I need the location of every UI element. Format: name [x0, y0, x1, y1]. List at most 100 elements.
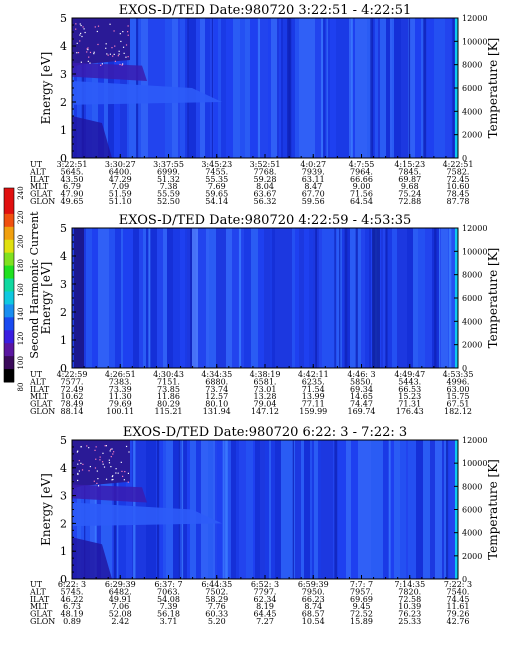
ephemeris-value: 52.50 — [157, 197, 180, 206]
colorbar-tick-label: 240 — [17, 186, 25, 199]
row-label: ILAT — [30, 385, 50, 394]
ephemeris-value: 147.12 — [251, 407, 279, 416]
y-right-tick-label: 0 — [462, 575, 467, 584]
ephemeris-value: 7.38 — [160, 182, 178, 191]
ephemeris-value: 47.90 — [61, 190, 84, 199]
ephemeris-value: 72.52 — [350, 610, 373, 619]
x-tick-label: 6:44:35 — [201, 580, 232, 589]
x-tick-label: 4:30:43 — [153, 370, 184, 379]
ephemeris-value: 72.88 — [398, 197, 421, 206]
ephemeris-value: 46.22 — [61, 595, 84, 604]
y-tick-label: 0 — [60, 362, 67, 375]
ephemeris-value: 52.08 — [109, 610, 132, 619]
ephemeris-value: 10.39 — [398, 602, 421, 611]
x-axis: 3:22:51 3:30:27 3:37:55 3:45:23 3:52:51 4:0:2… — [57, 154, 473, 169]
ephemeris-value: 182.12 — [444, 407, 472, 416]
ephemeris-value: 69.34 — [350, 385, 373, 394]
ephemeris-value: 7950. — [302, 587, 325, 596]
colorbar-tick-label: 180 — [17, 259, 25, 272]
y-right-tick-label: 8000 — [462, 61, 482, 70]
ephemeris-value: 69.87 — [398, 175, 421, 184]
y-axis-label: Energy [eV] — [39, 52, 53, 125]
y-right-tick-label: 2000 — [462, 341, 482, 350]
colorbar-swatch — [4, 239, 14, 254]
colorbar-swatch — [4, 369, 14, 383]
row-label: UT — [30, 160, 43, 169]
y-right-tick-label: 10000 — [462, 247, 487, 256]
spectrogram-image — [72, 440, 458, 579]
ephemeris-value: 5645. — [61, 167, 84, 176]
ephemeris-value: 5.20 — [208, 617, 226, 626]
x-tick-label: 4:42:11 — [298, 370, 329, 379]
ephemeris-value: 7957. — [350, 587, 373, 596]
x-tick-label: 3:30:27 — [105, 160, 136, 169]
ephemeris-value: 69.69 — [350, 595, 373, 604]
ephemeris-value: 11.86 — [157, 392, 180, 401]
spectrogram-image — [72, 18, 458, 158]
colorbar-tick-label: 120 — [17, 332, 25, 345]
colorbar-tick-label: 140 — [17, 308, 25, 321]
ephemeris-value: 13.28 — [254, 392, 277, 401]
y-tick-label: 0 — [60, 573, 67, 586]
colorbar: 80 100 120 140 160 180 200 220 240 Second Harmoni… — [3, 186, 41, 392]
ephemeris-value: 8.47 — [304, 182, 322, 191]
ephemeris-value: 76.23 — [398, 610, 421, 619]
x-tick-label: 6:52: 3 — [251, 580, 279, 589]
x-tick-label: 3:45:23 — [201, 160, 232, 169]
y-tick-label: 1 — [60, 334, 67, 347]
colorbar-tick-label: 80 — [17, 383, 25, 392]
ephemeris-value: 8.19 — [256, 602, 274, 611]
x-axis: 6:22: 3 6:29:39 6:37: 7 6:44:35 6:52: 3 6:59:… — [58, 575, 472, 589]
ephemeris-value: 11.61 — [447, 602, 470, 611]
colorbar-tick-label: 200 — [17, 235, 25, 248]
y-axis-left: 0 1 2 3 4 5 Energy [eV] — [39, 222, 76, 375]
x-tick-label: 4:22:59 — [57, 370, 88, 379]
ephemeris-value: 0.89 — [63, 617, 81, 626]
colorbar-swatch — [4, 278, 14, 292]
ephemeris-value: 79.69 — [109, 400, 132, 409]
y-tick-label: 4 — [60, 462, 67, 475]
colorbar-swatch — [4, 200, 14, 215]
ephemeris-value: 5745. — [61, 587, 84, 596]
row-label: ILAT — [30, 175, 50, 184]
ephemeris-value: 42.76 — [447, 617, 470, 626]
ephemeris-value: 74.47 — [350, 400, 373, 409]
y-right-tick-label: 2000 — [462, 131, 482, 140]
y-tick-label: 3 — [60, 490, 67, 503]
panel-1: EXOS-D/TED Date:980720 3:22:51 - 4:22:51… — [29, 3, 500, 206]
y-tick-label: 0 — [60, 152, 67, 165]
x-tick-label: 4:15:23 — [394, 160, 425, 169]
ephemeris-value: 169.74 — [348, 407, 376, 416]
ephemeris-value: 6400. — [109, 167, 132, 176]
ephemeris-value: 7964. — [350, 167, 373, 176]
spectrogram-image — [72, 228, 458, 368]
ephemeris-value: 73.85 — [157, 385, 180, 394]
ephemeris-value: 7939. — [302, 167, 325, 176]
ephemeris-value: 6482. — [109, 587, 132, 596]
ephemeris-value: 68.57 — [302, 610, 325, 619]
ephemeris-value: 7768. — [254, 167, 277, 176]
x-tick-label: 4:46: 3 — [347, 370, 375, 379]
ephemeris-value: 56.32 — [254, 197, 277, 206]
row-label: ALT — [29, 587, 46, 596]
y-right-tick-label: 0 — [462, 364, 467, 373]
x-tick-label: 4:7:55 — [349, 160, 375, 169]
colorbar-tick-label: 220 — [17, 211, 25, 224]
ephemeris-value: 73.01 — [254, 385, 277, 394]
colorbar-swatch — [4, 188, 14, 202]
y-right-tick-label: 8000 — [462, 271, 482, 280]
colorbar-swatch — [4, 252, 14, 267]
row-label: ALT — [29, 167, 46, 176]
colorbar-swatch — [4, 265, 14, 280]
ephemeris-value: 60.33 — [205, 610, 228, 619]
y-tick-label: 1 — [60, 545, 67, 558]
ephemeris-value: 71.56 — [350, 190, 373, 199]
y-right-tick-label: 12000 — [462, 14, 487, 23]
row-label: MLT — [30, 182, 49, 191]
ephemeris-value: 71.31 — [398, 400, 421, 409]
ephemeris-value: 78.45 — [447, 190, 470, 199]
ephemeris-value: 7797. — [254, 587, 277, 596]
ephemeris-value: 11.30 — [109, 392, 132, 401]
y-right-tick-label: 10000 — [462, 37, 487, 46]
